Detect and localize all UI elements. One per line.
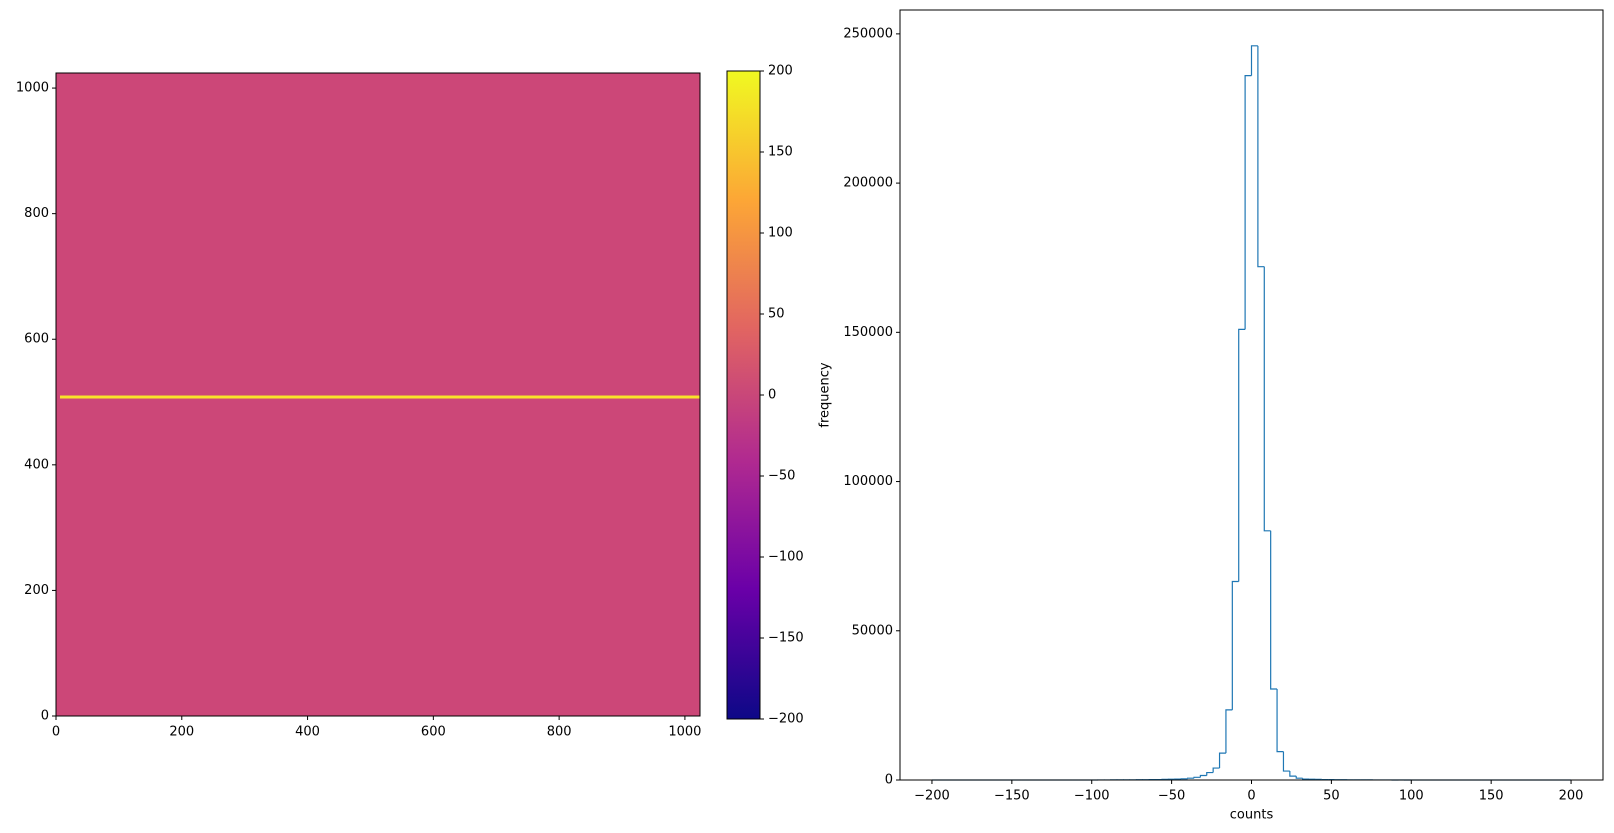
y-tick-label: 200000 bbox=[843, 176, 893, 191]
y-tick-label: 600 bbox=[24, 332, 49, 347]
x-tick-label: 200 bbox=[1559, 789, 1584, 804]
hist-step bbox=[1238, 328, 1246, 582]
hist-step bbox=[1231, 580, 1239, 710]
y-tick-label: 400 bbox=[24, 457, 49, 472]
x-tick-label: 1000 bbox=[668, 725, 701, 740]
hist-step bbox=[1193, 776, 1201, 779]
y-axis-label: frequency bbox=[818, 362, 833, 428]
hist-step bbox=[1276, 688, 1284, 753]
hist-step bbox=[1212, 767, 1220, 773]
hist-step bbox=[1257, 45, 1265, 268]
x-tick-label: 0 bbox=[1247, 789, 1255, 804]
x-tick-label: 800 bbox=[547, 725, 572, 740]
colorbar-tick-label: 200 bbox=[768, 64, 793, 79]
x-tick-label: 0 bbox=[52, 725, 60, 740]
x-tick-label: 400 bbox=[295, 725, 320, 740]
hist-step bbox=[1218, 752, 1226, 769]
x-tick-label: 50 bbox=[1323, 789, 1340, 804]
axes-frame bbox=[899, 9, 1604, 781]
x-tick-label: 600 bbox=[421, 725, 446, 740]
y-tick-label: 0 bbox=[41, 709, 49, 724]
hist-step bbox=[1225, 709, 1233, 754]
colorbar-tick-label: 50 bbox=[768, 307, 785, 322]
x-tick-label: 150 bbox=[1479, 789, 1504, 804]
x-tick-label: −50 bbox=[1158, 789, 1185, 804]
hist-step bbox=[1250, 45, 1258, 76]
x-tick-label: −200 bbox=[914, 789, 950, 804]
y-tick-label: 100000 bbox=[843, 474, 893, 489]
hist-step bbox=[1289, 771, 1297, 777]
y-tick-label: 250000 bbox=[843, 26, 893, 41]
x-tick-label: 200 bbox=[169, 725, 194, 740]
colorbar-tick-label: 0 bbox=[768, 388, 776, 403]
colorbar-tick-label: −100 bbox=[768, 550, 804, 565]
x-tick-label: −150 bbox=[994, 789, 1030, 804]
axes-frame bbox=[55, 72, 701, 717]
colorbar bbox=[727, 71, 760, 719]
x-tick-label: 100 bbox=[1399, 789, 1424, 804]
hist-step bbox=[1206, 771, 1214, 776]
hist-step bbox=[1295, 776, 1303, 779]
y-tick-label: 50000 bbox=[852, 623, 893, 638]
colorbar-tick-label: −50 bbox=[768, 469, 795, 484]
colorbar-tick-label: 100 bbox=[768, 226, 793, 241]
hist-step bbox=[1186, 777, 1194, 779]
hist-step bbox=[1263, 266, 1271, 532]
x-axis-label: counts bbox=[1230, 808, 1274, 823]
hist-step bbox=[1282, 751, 1290, 772]
hist-step bbox=[1244, 75, 1252, 330]
y-tick-label: 200 bbox=[24, 583, 49, 598]
image bbox=[56, 73, 700, 716]
y-tick-label: 150000 bbox=[843, 325, 893, 340]
x-tick-label: −100 bbox=[1074, 789, 1110, 804]
y-tick-label: 1000 bbox=[16, 81, 49, 96]
colorbar-tick-label: −200 bbox=[768, 712, 804, 727]
hist-step bbox=[1302, 778, 1310, 780]
colorbar-tick-label: 150 bbox=[768, 145, 793, 160]
colorbar-tick-label: −150 bbox=[768, 631, 804, 646]
hist-step bbox=[1199, 774, 1207, 778]
y-tick-label: 800 bbox=[24, 206, 49, 221]
bright-row bbox=[60, 395, 700, 399]
hist-step bbox=[1270, 530, 1278, 690]
y-tick-label: 0 bbox=[885, 773, 893, 788]
